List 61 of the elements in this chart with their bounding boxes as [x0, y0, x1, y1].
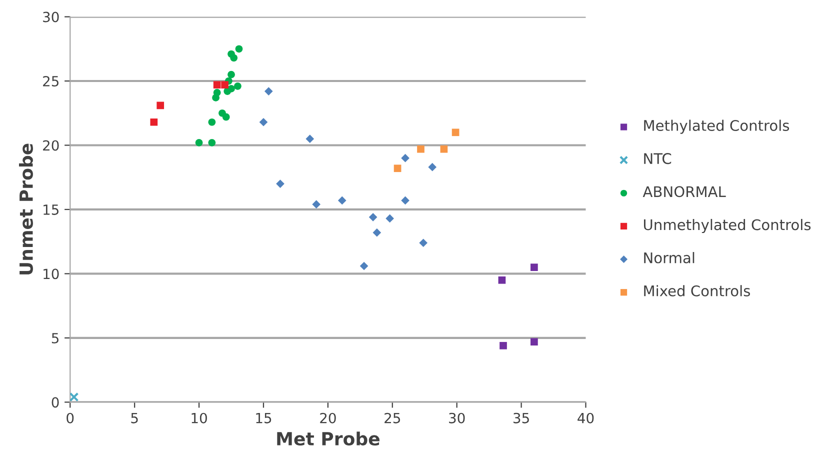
- point: [394, 164, 402, 172]
- x-tick-label: 5: [131, 413, 138, 424]
- point: [213, 88, 221, 96]
- point: [70, 392, 79, 402]
- point: [500, 342, 507, 350]
- point: [213, 81, 221, 89]
- y-tick-label: 20: [43, 140, 59, 151]
- point: [264, 87, 273, 96]
- legend-label: ABNORMAL: [642, 186, 726, 198]
- point: [419, 238, 428, 248]
- y-axis-title: Unmet Probe: [19, 144, 33, 274]
- point: [208, 118, 216, 126]
- point: [401, 154, 410, 162]
- point: [417, 145, 424, 153]
- point: [401, 196, 410, 205]
- point: [386, 214, 394, 223]
- point: [530, 264, 538, 271]
- x-tick-label: 15: [256, 413, 272, 424]
- point: [234, 82, 242, 90]
- legend-label: Mixed Controls: [644, 285, 750, 296]
- point: [221, 81, 228, 89]
- point: [368, 213, 378, 222]
- point: [452, 128, 460, 136]
- x-tick-label: 40: [578, 412, 594, 424]
- point: [195, 138, 203, 146]
- legend-label: NTC: [644, 153, 672, 164]
- point: [306, 134, 314, 143]
- point: [428, 162, 437, 172]
- y-tick-label: 0: [52, 397, 59, 408]
- x-tick-label: 20: [320, 412, 336, 424]
- point: [372, 228, 382, 237]
- point: [156, 102, 164, 110]
- x-axis-title: Met Probe: [277, 432, 380, 446]
- y-tick-label: 5: [52, 333, 58, 344]
- point: [530, 338, 538, 346]
- y-tick-label: 15: [44, 204, 58, 215]
- point: [228, 50, 235, 58]
- point: [360, 262, 368, 270]
- point: [235, 45, 243, 53]
- x-tick-label: 0: [66, 412, 74, 424]
- point: [498, 276, 506, 284]
- y-tick-label: 30: [43, 12, 59, 22]
- point: [338, 196, 346, 205]
- point: [224, 88, 232, 95]
- point: [259, 118, 268, 126]
- legend-label: Unmethylated Controls: [644, 218, 811, 234]
- point: [150, 118, 158, 126]
- x-tick-label: 10: [192, 412, 207, 424]
- y-tick-label: 10: [44, 268, 59, 280]
- point: [208, 138, 216, 146]
- y-tick-label: 25: [43, 76, 58, 86]
- point: [276, 180, 284, 188]
- point: [440, 145, 448, 153]
- point: [228, 70, 235, 78]
- x-tick-label: 25: [384, 412, 400, 424]
- point: [312, 200, 321, 208]
- point: [222, 113, 230, 121]
- x-tick-label: 30: [449, 412, 465, 424]
- x-tick-label: 35: [514, 412, 529, 424]
- legend-label: Methylated Controls: [644, 120, 790, 134]
- legend-label: Normal: [644, 252, 694, 264]
